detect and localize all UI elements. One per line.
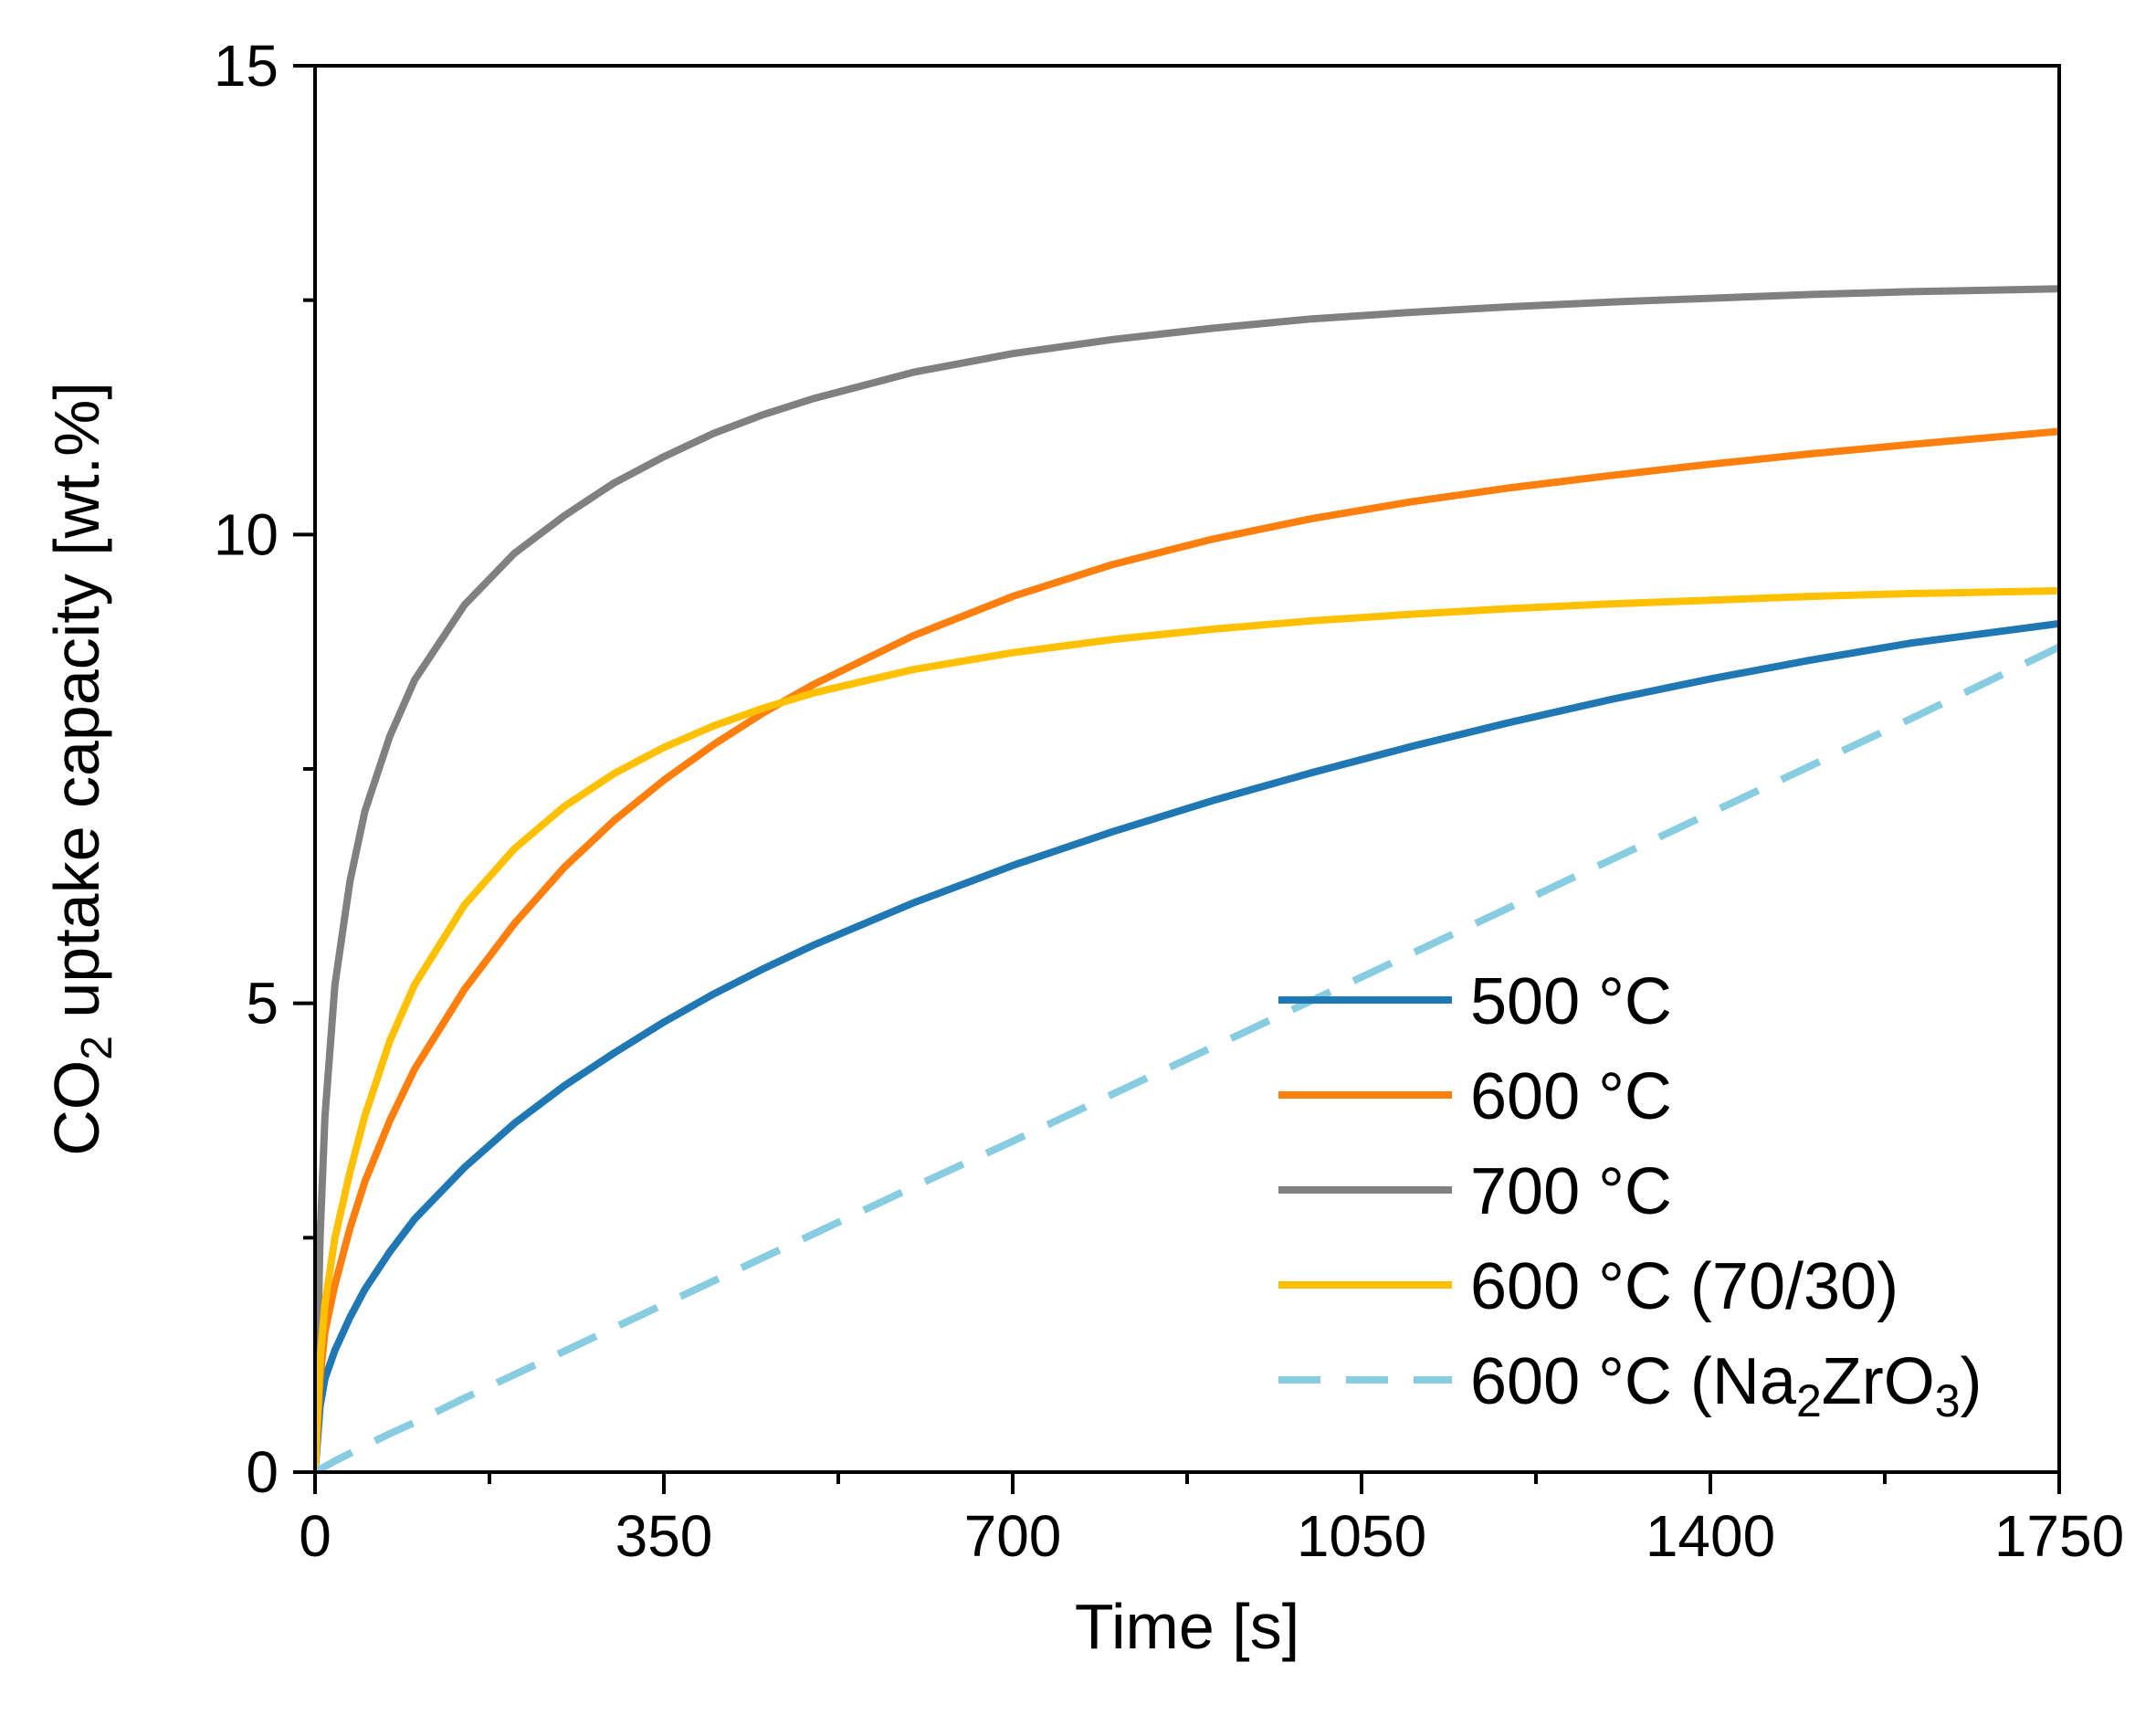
- y-tick-label: 0: [246, 1439, 279, 1505]
- x-tick-label: 1050: [1297, 1503, 1426, 1569]
- x-tick-label: 0: [299, 1503, 331, 1569]
- y-tick-label: 5: [246, 971, 279, 1037]
- y-tick-label: 15: [214, 33, 279, 99]
- legend-label-4: 600 °C (70/30): [1470, 1250, 1898, 1323]
- legend-label-5: 600 °C (Na2ZrO3): [1470, 1345, 1982, 1426]
- series-line-1: [315, 619, 2059, 1472]
- x-tick-label: 1400: [1646, 1503, 1775, 1569]
- y-axis-title-pre: CO: [41, 1060, 112, 1156]
- y-tick-label: 10: [214, 501, 279, 567]
- series-line-2: [315, 427, 2059, 1472]
- y-axis-title-sub: 2: [73, 1036, 121, 1060]
- legend-label-2: 600 °C: [1470, 1060, 1672, 1133]
- x-tick-label: 1750: [1994, 1503, 2124, 1569]
- x-axis-title: Time [s]: [1075, 1591, 1299, 1662]
- legend-label-3: 700 °C: [1470, 1155, 1672, 1228]
- y-axis-title-post: uptake capacity [wt.%]: [41, 382, 112, 1036]
- x-tick-label: 350: [615, 1503, 713, 1569]
- legend: 500 °C 600 °C 700 °C 600 °C (70/30) 600 °C (…: [1278, 965, 1982, 1426]
- tick-layer: [293, 64, 2061, 1494]
- series-line-4: [315, 586, 2059, 1472]
- tick-label-layer: 0 350 700 1050 1400 1750 0 5 10 15: [214, 33, 2124, 1569]
- legend-label-1: 500 °C: [1470, 965, 1672, 1038]
- y-axis-title: CO2 uptake capacity [wt.%]: [41, 382, 121, 1156]
- series-line-5: [315, 643, 2059, 1472]
- series-line-3: [315, 285, 2059, 1472]
- x-tick-label: 700: [964, 1503, 1062, 1569]
- series-layer: [315, 285, 2059, 1472]
